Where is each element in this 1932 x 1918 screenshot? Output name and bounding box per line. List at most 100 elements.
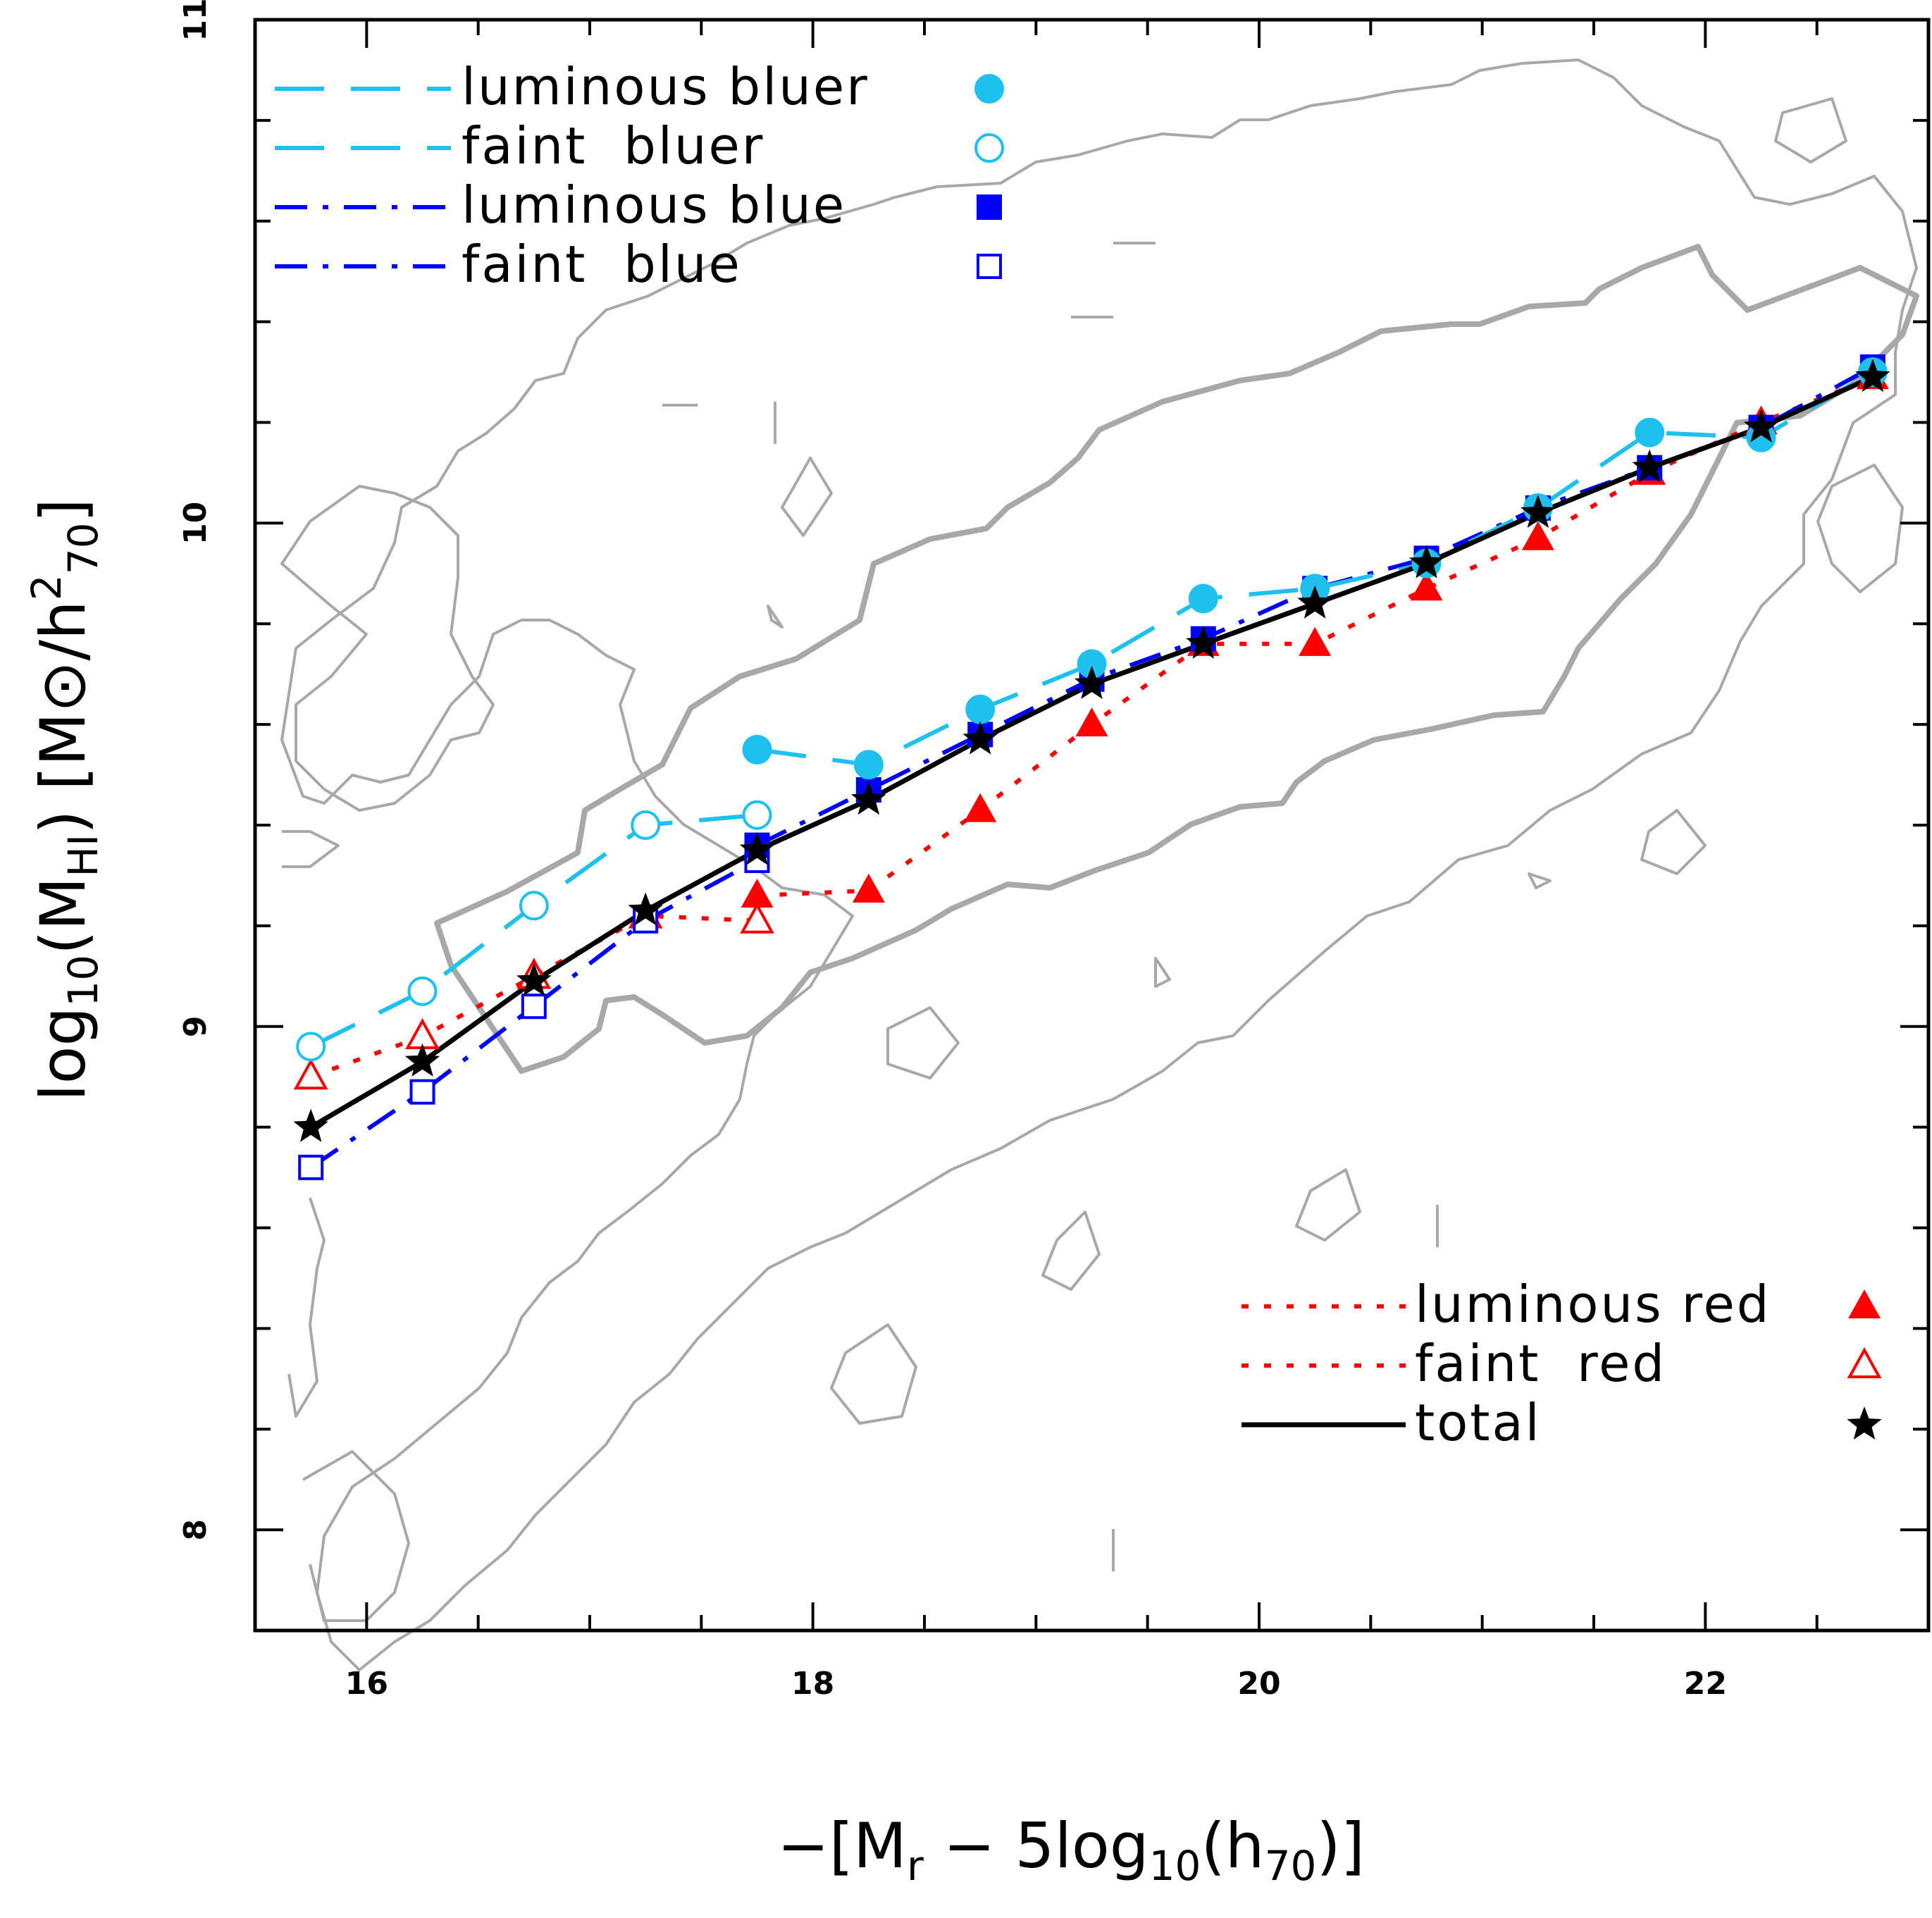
legend-marker-upper-0: [974, 74, 1004, 104]
data-point-total: [404, 1043, 440, 1077]
data-point-faint-bluer: [742, 800, 772, 830]
data-point-total: [516, 963, 552, 996]
data-point-faint-red: [740, 902, 774, 934]
y-label-sub-10: 10: [59, 955, 107, 1007]
contour-small-8: [1154, 957, 1171, 988]
data-point-luminous-red: [1075, 707, 1108, 737]
data-point-faint-bluer: [407, 976, 438, 1006]
legend-marker-lower-1: [1847, 1347, 1882, 1378]
contour-small-7: [767, 605, 784, 629]
data-point-total: [1186, 625, 1221, 659]
data-point-total: [1408, 545, 1444, 579]
x-tick-label: 20: [1237, 1666, 1280, 1702]
contour-right-island: [1640, 809, 1707, 875]
legend-label-upper-0: luminous bluer: [462, 57, 869, 116]
data-point-total: [851, 781, 886, 815]
data-point-total: [628, 892, 663, 926]
legend-label-lower-0: luminous red: [1415, 1275, 1771, 1334]
data-point-faint-blue: [521, 994, 547, 1020]
y-label-part1: log: [27, 1007, 99, 1101]
contour-bottom-center: [1041, 1211, 1101, 1291]
data-point-luminous-bluer: [742, 734, 772, 765]
series-line-faint-red: [310, 913, 757, 1079]
data-point-luminous-bluer: [853, 750, 884, 780]
y-tick-label: 10: [178, 502, 213, 545]
data-point-luminous-red: [1410, 571, 1443, 601]
y-tick-label: 8: [178, 1519, 213, 1541]
x-tick-label: 18: [791, 1666, 834, 1702]
legend-marker-lower-0: [1848, 1289, 1881, 1318]
data-point-luminous-bluer: [1188, 583, 1218, 614]
data-point-luminous-red: [741, 879, 774, 908]
legend-label-upper-2: luminous blue: [462, 175, 846, 235]
contour-lower-right: [1295, 1168, 1361, 1242]
data-point-total: [1743, 409, 1779, 443]
data-point-faint-bluer: [519, 891, 549, 921]
series-markers: [293, 354, 1890, 1180]
data-point-luminous-bluer: [1635, 417, 1665, 447]
y-label-part3: ) [M⊙/h: [27, 600, 99, 834]
data-point-total: [1855, 359, 1890, 392]
data-point-total: [1074, 666, 1110, 699]
y-tick-label: 9: [178, 1015, 213, 1037]
contour-left-upper: [280, 485, 495, 812]
data-point-total: [962, 721, 998, 755]
axes: 16 18 20 22 8 9 10 11: [178, 0, 1931, 1702]
x-tick-label: 22: [1684, 1666, 1727, 1702]
data-point-faint-blue: [298, 1154, 324, 1180]
contour-bottom-left: [302, 1450, 410, 1622]
contour-right-upper-island: [1774, 97, 1847, 163]
x-label-part1: −[M: [777, 1809, 907, 1882]
legend-marker-lower-2: [1847, 1406, 1882, 1440]
legend-label-upper-1: faint bluer: [462, 116, 764, 175]
y-label-part2: (M: [27, 877, 99, 955]
legend-label-lower-1: faint red: [1415, 1334, 1666, 1393]
data-point-faint-bluer: [296, 1032, 326, 1062]
contour-right-lower: [1816, 464, 1904, 593]
x-axis-label: −[Mr − 5log10(h70)]: [777, 1809, 1365, 1890]
y-tick-label: 11: [178, 0, 213, 42]
x-label-sub-10: 10: [1149, 1842, 1201, 1890]
contour-lower-right2: [886, 1006, 960, 1079]
y-label-part4: ]: [27, 498, 99, 522]
y-label-sub-HI: HI: [59, 834, 107, 877]
contour-small-9: [1528, 872, 1552, 889]
data-point-faint-red: [293, 1058, 328, 1090]
x-tick-label: 16: [345, 1666, 388, 1702]
x-label-sub-70: 70: [1265, 1842, 1317, 1890]
series-line-luminous-blue: [756, 365, 1874, 848]
data-point-faint-bluer: [631, 810, 661, 840]
x-label-sub-r: r: [907, 1842, 924, 1890]
y-axis-label: log10(MHI) [M⊙/h270]: [23, 498, 107, 1101]
contour-outer: [280, 58, 1918, 1671]
density-contours: [280, 58, 1919, 1671]
data-point-luminous-red: [1521, 521, 1554, 550]
data-point-total: [1297, 585, 1332, 619]
contour-bottom-mid: [830, 1323, 917, 1425]
contour-inner: [434, 244, 1919, 1074]
x-label-part4: )]: [1316, 1809, 1365, 1882]
series-line-luminous-red: [757, 375, 1874, 898]
data-point-luminous-bluer: [1077, 649, 1107, 679]
contour-mid-island: [781, 457, 833, 537]
legend-label-lower-2: total: [1415, 1393, 1542, 1452]
data-point-luminous-red: [964, 793, 997, 822]
data-point-luminous-red: [852, 873, 885, 903]
contour-left-lower: [287, 1197, 326, 1418]
data-point-total: [293, 1108, 328, 1142]
x-label-part2: − 5log: [924, 1809, 1149, 1882]
data-point-faint-blue: [409, 1079, 435, 1105]
y-label-sub-70: 70: [59, 522, 107, 574]
x-label-part3: (h: [1201, 1809, 1264, 1882]
data-point-total: [1521, 495, 1556, 528]
legend-marker-upper-3: [977, 254, 1002, 279]
legend-marker-upper-2: [977, 194, 1002, 220]
contour-left-mid: [282, 830, 340, 868]
legend-marker-upper-1: [974, 133, 1004, 163]
series-line-faint-blue: [309, 858, 758, 1170]
data-point-luminous-red: [1299, 626, 1332, 656]
data-point-luminous-bluer: [965, 694, 996, 724]
series-line-luminous-bluer: [757, 370, 1874, 767]
